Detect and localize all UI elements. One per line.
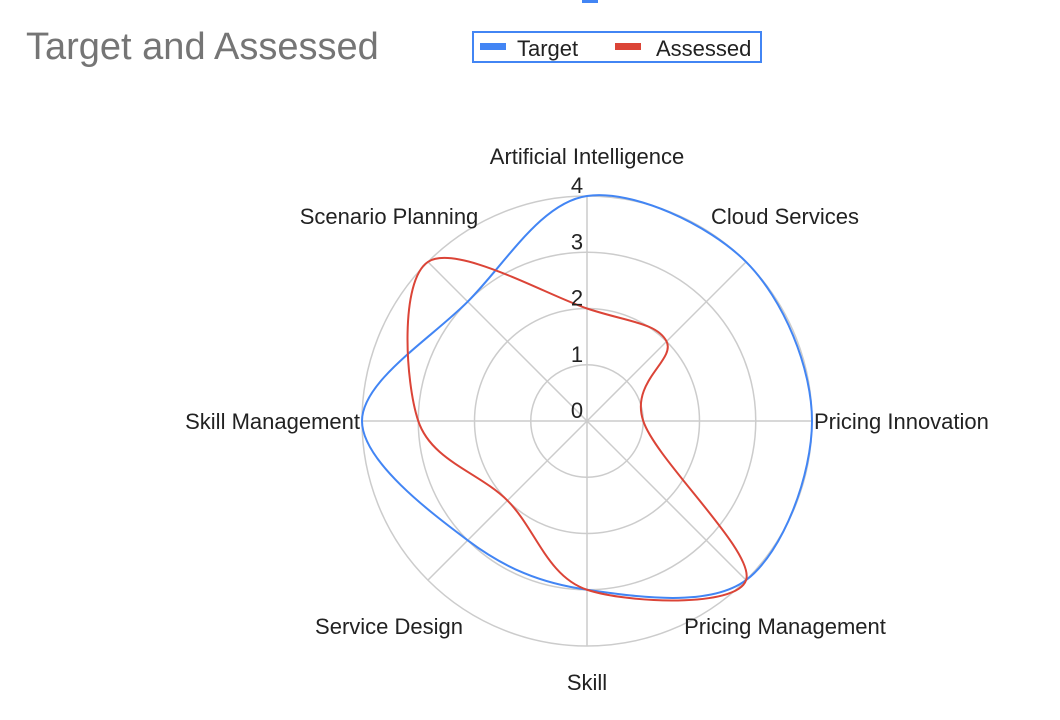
legend[interactable]: Target Assessed bbox=[472, 31, 762, 63]
tick-label: 2 bbox=[571, 286, 583, 311]
tick-label: 4 bbox=[571, 173, 583, 198]
category-label: Skill Management bbox=[185, 409, 360, 434]
category-label: Artificial Intelligence bbox=[490, 144, 684, 169]
legend-label-assessed: Assessed bbox=[656, 36, 752, 61]
chart-title: Target and Assessed bbox=[26, 26, 379, 68]
category-label: Cloud Services bbox=[711, 204, 859, 229]
tick-label: 3 bbox=[571, 229, 583, 254]
tick-label: 1 bbox=[571, 342, 583, 367]
category-label: Pricing Innovation bbox=[814, 409, 989, 434]
legend-label-target: Target bbox=[517, 36, 579, 61]
series-line-assessed bbox=[406, 256, 748, 602]
category-label: Scenario Planning bbox=[300, 204, 479, 229]
legend-swatch-target bbox=[480, 43, 506, 50]
grid-spoke bbox=[427, 261, 588, 422]
category-label: Service Design bbox=[315, 614, 463, 639]
category-label: Pricing Management bbox=[684, 614, 886, 639]
category-label: Skill bbox=[567, 670, 607, 695]
legend-swatch-assessed bbox=[615, 43, 641, 50]
top-edge-mark bbox=[582, 0, 598, 3]
tick-label: 0 bbox=[571, 398, 583, 423]
grid-spoke bbox=[586, 420, 747, 581]
